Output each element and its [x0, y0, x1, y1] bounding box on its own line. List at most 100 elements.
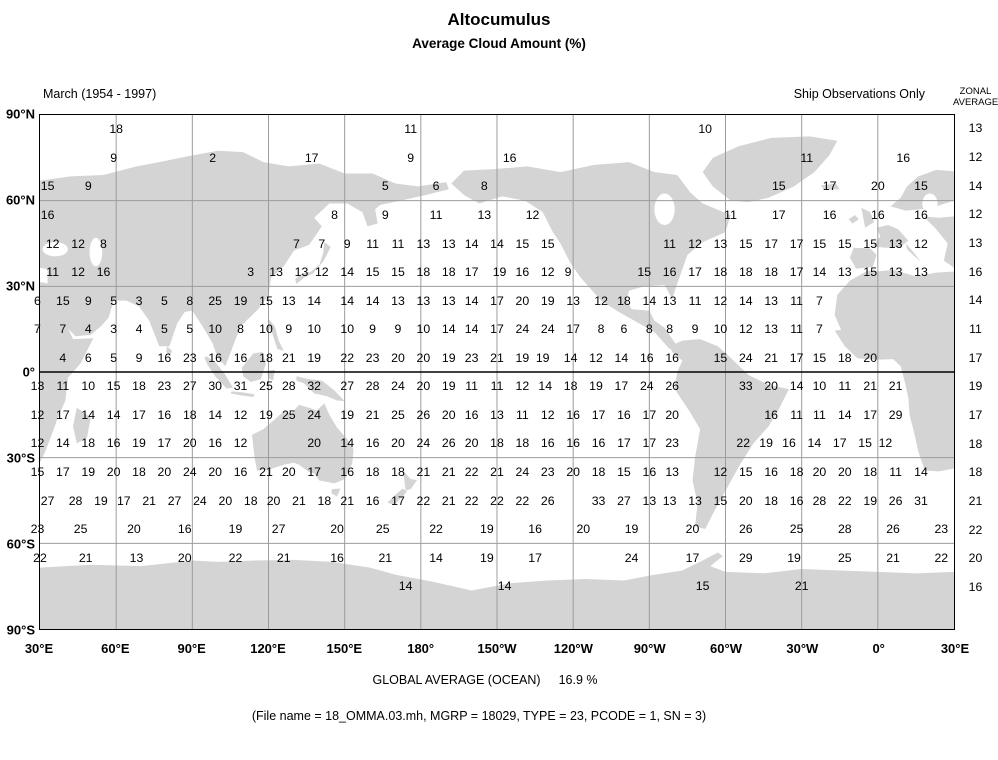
cloud-amount-value: 9 [394, 322, 402, 337]
cloud-amount-value: 12 [688, 236, 702, 251]
cloud-amount-value: 14 [642, 293, 657, 308]
cloud-amount-value: 25 [375, 522, 390, 537]
cloud-amount-value: 20 [441, 407, 456, 422]
cloud-amount-value: 28 [837, 522, 852, 537]
cloud-amount-value: 21 [378, 550, 393, 565]
cloud-amount-value: 11 [688, 293, 702, 308]
landmass-ireland [848, 214, 859, 224]
cloud-amount-value: 20 [764, 379, 779, 394]
file-info-line: (File name = 18_OMMA.03.mh, MGRP = 18029… [251, 709, 707, 723]
cloud-amount-value: 16 [233, 350, 248, 365]
cloud-amount-value: 7 [293, 236, 300, 251]
zonal-average-value: 17 [968, 408, 983, 422]
cloud-amount-value: 13 [764, 322, 779, 337]
cloud-amount-value: 17 [304, 150, 319, 165]
zonal-average-value: 12 [968, 207, 983, 222]
cloud-amount-value: 14 [738, 293, 753, 308]
cloud-amount-value: 21 [490, 464, 504, 479]
cloud-amount-value: 28 [365, 379, 380, 394]
cloud-amount-value: 18 [416, 265, 431, 280]
cloud-amount-value: 11 [663, 236, 677, 251]
black-sea [42, 242, 68, 257]
cloud-amount-value: 14 [340, 293, 355, 308]
zonal-average-value: 22 [968, 522, 983, 537]
cloud-amount-value: 12 [713, 293, 728, 308]
cloud-amount-value: 9 [84, 293, 92, 308]
cloud-amount-value: 24 [307, 407, 322, 422]
cloud-amount-value: 18 [515, 436, 530, 451]
cloud-amount-value: 21 [888, 379, 903, 394]
cloud-amount-value: 20 [208, 464, 223, 479]
landmass-australia [251, 403, 354, 484]
cloud-amount-value: 15 [617, 464, 631, 479]
cloud-amount-value: 11 [429, 207, 443, 222]
cloud-amount-value: 17 [685, 550, 700, 565]
cloud-amount-value: 22 [228, 550, 243, 565]
cloud-amount-value: 5 [110, 350, 118, 365]
cloud-amount-value: 28 [281, 379, 296, 394]
cloud-amount-value: 18 [132, 464, 146, 479]
cloud-amount-value: 24 [193, 493, 207, 508]
cloud-amount-value: 8 [645, 322, 653, 337]
cloud-amount-value: 14 [106, 407, 121, 422]
cloud-amount-value: 3 [135, 293, 143, 308]
cloud-amount-value: 16 [157, 350, 172, 365]
cloud-amount-value: 20 [576, 522, 591, 537]
global-average-value: 16.9 % [558, 673, 598, 687]
cloud-amount-value: 12 [713, 464, 728, 479]
cloud-amount-value: 7 [318, 236, 326, 251]
cloud-amount-value: 16 [177, 522, 192, 537]
cloud-amount-value: 21 [441, 493, 456, 508]
cloud-amount-value: 7 [59, 322, 67, 337]
zonal-average-value: 14 [968, 178, 983, 193]
cloud-amount-value: 13 [30, 379, 45, 394]
hudson-bay [654, 193, 675, 225]
cloud-amount-value: 20 [416, 350, 431, 365]
cloud-amount-value: 11 [46, 265, 60, 280]
cloud-amount-value: 23 [665, 436, 680, 451]
cloud-amount-value: 22 [33, 550, 47, 565]
cloud-amount-value: 11 [366, 236, 379, 251]
cloud-amount-value: 19 [515, 350, 530, 365]
cloud-amount-value: 12 [540, 265, 555, 280]
cloud-amount-value: 11 [724, 207, 737, 222]
zonal-average-value: 18 [968, 436, 983, 451]
cloud-amount-value: 5 [160, 293, 168, 308]
cloud-amount-value: 22 [464, 493, 479, 508]
cloud-amount-value: 21 [416, 464, 431, 479]
cloud-amount-value: 12 [540, 407, 555, 422]
cloud-amount-value: 8 [331, 207, 338, 222]
cloud-amount-value: 4 [59, 350, 67, 365]
latitude-axis: 90°N 60°N 30°N 0° 30°S 60°S 90°S [0, 107, 35, 638]
cloud-amount-value: 13 [416, 236, 431, 251]
cloud-amount-value: 15 [738, 236, 753, 251]
cloud-amount-value: 18 [365, 464, 380, 479]
landmass-south-america [669, 339, 789, 530]
cloud-amount-value: 20 [464, 436, 479, 451]
cloud-amount-value: 33 [738, 379, 753, 394]
cloud-amount-value: 14 [429, 550, 443, 565]
cloud-amount-value: 26 [886, 522, 900, 537]
cloud-amount-value: 13 [566, 293, 580, 308]
cloud-amount-value: 20 [281, 464, 296, 479]
cloud-amount-value: 12 [914, 236, 928, 251]
cloud-amount-value: 15 [837, 236, 852, 251]
cloud-amount-value: 13 [662, 293, 677, 308]
cloud-amount-value: 16 [617, 407, 631, 422]
cloud-amount-value: 18 [789, 464, 804, 479]
zonal-average-value: 11 [969, 322, 982, 336]
cloud-amount-value: 15 [637, 265, 652, 280]
cloud-amount-value: 8 [597, 322, 605, 337]
cloud-amount-value: 14 [365, 293, 380, 308]
graticule-lines [40, 115, 954, 629]
cloud-amount-value: 16 [665, 350, 680, 365]
landmass-madagascar [73, 407, 91, 444]
cloud-amount-value: 11 [800, 150, 814, 165]
cloud-amount-value: 24 [391, 379, 405, 394]
cloud-amount-value: 16 [662, 265, 677, 280]
cloud-amount-value: 11 [790, 293, 803, 308]
cloud-amount-value: 12 [525, 207, 540, 222]
cloud-amount-value: 13 [888, 236, 903, 251]
cloud-amount-value: 20 [106, 464, 121, 479]
cloud-amount-value: 13 [837, 265, 852, 280]
